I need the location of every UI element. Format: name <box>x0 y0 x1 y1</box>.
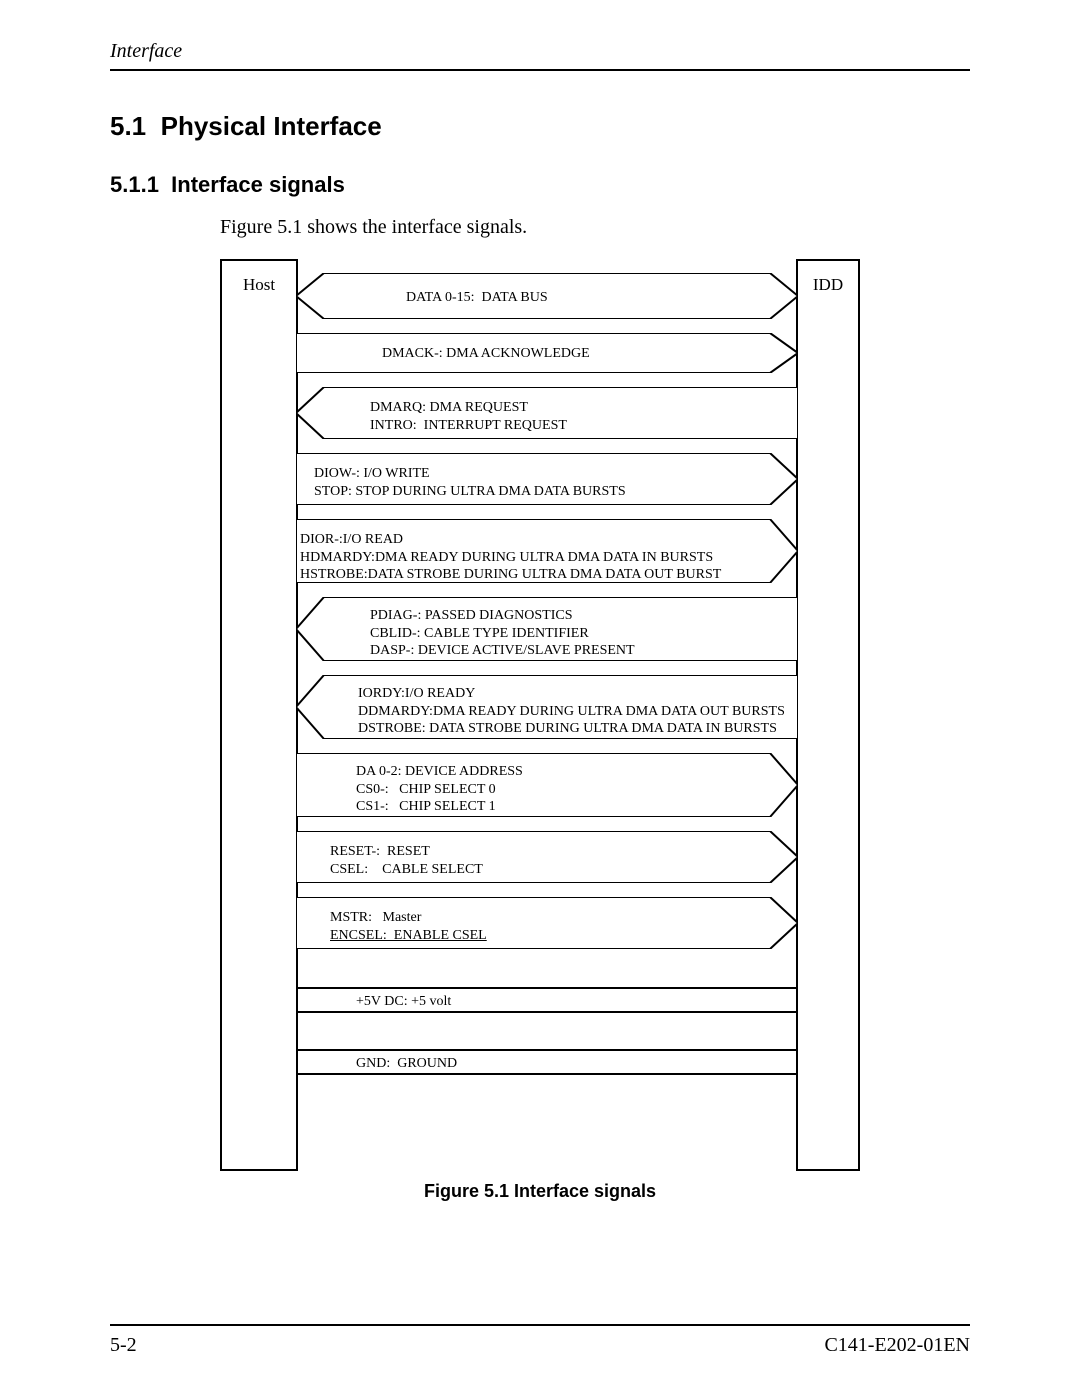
signal-arrow: GND: GROUND <box>296 1049 798 1075</box>
signal-arrow: DMARQ: DMA REQUEST INTRO: INTERRUPT REQU… <box>296 387 798 439</box>
host-label: Host <box>222 275 296 295</box>
page-header: Interface <box>110 40 970 71</box>
signal-label: PDIAG-: PASSED DIAGNOSTICS CBLID-: CABLE… <box>370 607 635 660</box>
section-heading: 5.1 Physical Interface <box>110 111 970 142</box>
signal-label: DIOW-: I/O WRITE STOP: STOP DURING ULTRA… <box>314 465 626 500</box>
signal-arrow: +5V DC: +5 volt <box>296 987 798 1013</box>
idd-box: IDD <box>796 259 860 1171</box>
footer-doc-id: C141-E202-01EN <box>824 1334 970 1357</box>
signal-label: DATA 0-15: DATA BUS <box>406 289 548 307</box>
signal-label: IORDY:I/O READY DDMARDY:DMA READY DURING… <box>358 685 785 738</box>
signal-arrow: DIOR-:I/O READ HDMARDY:DMA READY DURING … <box>296 519 798 583</box>
subsection-heading: 5.1.1 Interface signals <box>110 172 970 198</box>
signal-arrow: DATA 0-15: DATA BUS <box>296 273 798 319</box>
section-number: 5.1 <box>110 111 146 141</box>
signal-arrow: DMACK-: DMA ACKNOWLEDGE <box>296 333 798 373</box>
idd-label: IDD <box>798 275 858 295</box>
signal-label: DA 0-2: DEVICE ADDRESS CS0-: CHIP SELECT… <box>356 763 523 816</box>
intro-paragraph: Figure 5.1 shows the interface signals. <box>220 216 970 239</box>
signal-arrow: DIOW-: I/O WRITE STOP: STOP DURING ULTRA… <box>296 453 798 505</box>
signal-label: GND: GROUND <box>356 1055 457 1073</box>
signal-label: MSTR: MasterENCSEL: ENABLE CSEL <box>330 909 487 944</box>
signal-label: DMARQ: DMA REQUEST INTRO: INTERRUPT REQU… <box>370 399 567 434</box>
signal-label: DIOR-:I/O READ HDMARDY:DMA READY DURING … <box>300 531 721 584</box>
signal-arrow: PDIAG-: PASSED DIAGNOSTICS CBLID-: CABLE… <box>296 597 798 661</box>
subsection-title: Interface signals <box>171 172 345 197</box>
page-footer: 5-2 C141-E202-01EN <box>110 1324 970 1357</box>
signal-label: +5V DC: +5 volt <box>356 993 451 1011</box>
interface-signals-diagram: Host IDD DATA 0-15: DATA BUS DMACK-: DMA … <box>220 259 860 1169</box>
footer-page-number: 5-2 <box>110 1334 137 1357</box>
figure-caption: Figure 5.1 Interface signals <box>110 1181 970 1202</box>
host-box: Host <box>220 259 298 1171</box>
signal-arrow: IORDY:I/O READY DDMARDY:DMA READY DURING… <box>296 675 798 739</box>
signal-arrow: MSTR: MasterENCSEL: ENABLE CSEL <box>296 897 798 949</box>
signal-label: DMACK-: DMA ACKNOWLEDGE <box>382 345 590 363</box>
subsection-number: 5.1.1 <box>110 172 159 197</box>
signal-arrow: RESET-: RESET CSEL: CABLE SELECT <box>296 831 798 883</box>
signal-label: RESET-: RESET CSEL: CABLE SELECT <box>330 843 483 878</box>
section-title: Physical Interface <box>161 111 382 141</box>
signal-arrow: DA 0-2: DEVICE ADDRESS CS0-: CHIP SELECT… <box>296 753 798 817</box>
